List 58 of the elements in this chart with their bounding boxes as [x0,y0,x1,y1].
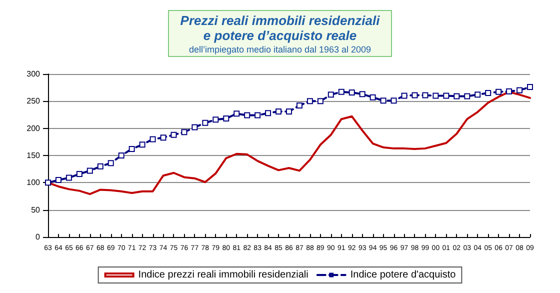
point [97,163,104,170]
point [380,98,386,104]
y-tick-label: 250 [26,96,41,106]
point [506,88,512,94]
point [296,102,302,109]
point [212,116,219,123]
point [527,84,533,90]
point [181,129,188,136]
point [254,112,261,118]
legend-label: Indice prezzi reali immobili residenziali [138,270,308,280]
chart-title: Prezzi reali immobili residenziali e potere d’acquisto reale [180,13,380,43]
point [516,87,523,94]
point [485,90,492,96]
point [454,93,460,100]
point [160,134,166,141]
point [390,98,397,104]
point [45,180,51,186]
point [401,92,408,99]
point [86,168,93,174]
y-tick-label: 100 [26,178,41,188]
y-tick-label: 0 [36,232,41,242]
y-tick-label: 300 [26,70,41,78]
point [118,152,124,158]
point [370,94,376,100]
point [66,174,72,181]
point [412,92,418,98]
point [432,92,439,99]
point [474,92,481,98]
point [348,89,355,96]
point [443,92,450,99]
point [234,110,240,117]
legend-label: Indice potere d'acquisto [350,270,456,280]
point [328,92,334,98]
point [464,93,470,100]
point [265,110,272,116]
point [202,120,208,126]
point [286,108,292,114]
y-tick-label: 50 [31,205,41,214]
point [306,98,313,104]
point [359,91,366,98]
point [108,160,114,166]
chart-subtitle: dell’impiegato medio italiano dal 1963 al 2009 [188,44,372,54]
point [192,124,198,130]
point [55,176,62,183]
point [170,132,177,138]
point [150,136,156,142]
point [244,112,250,118]
point [139,142,146,148]
point [76,170,82,177]
point [223,116,230,122]
point [276,108,282,114]
point [128,146,135,152]
point [317,98,324,104]
y-tick-label: 200 [26,124,41,133]
point [496,88,502,95]
point [338,88,344,95]
y-tick-label: 150 [26,151,41,160]
point [422,92,428,98]
